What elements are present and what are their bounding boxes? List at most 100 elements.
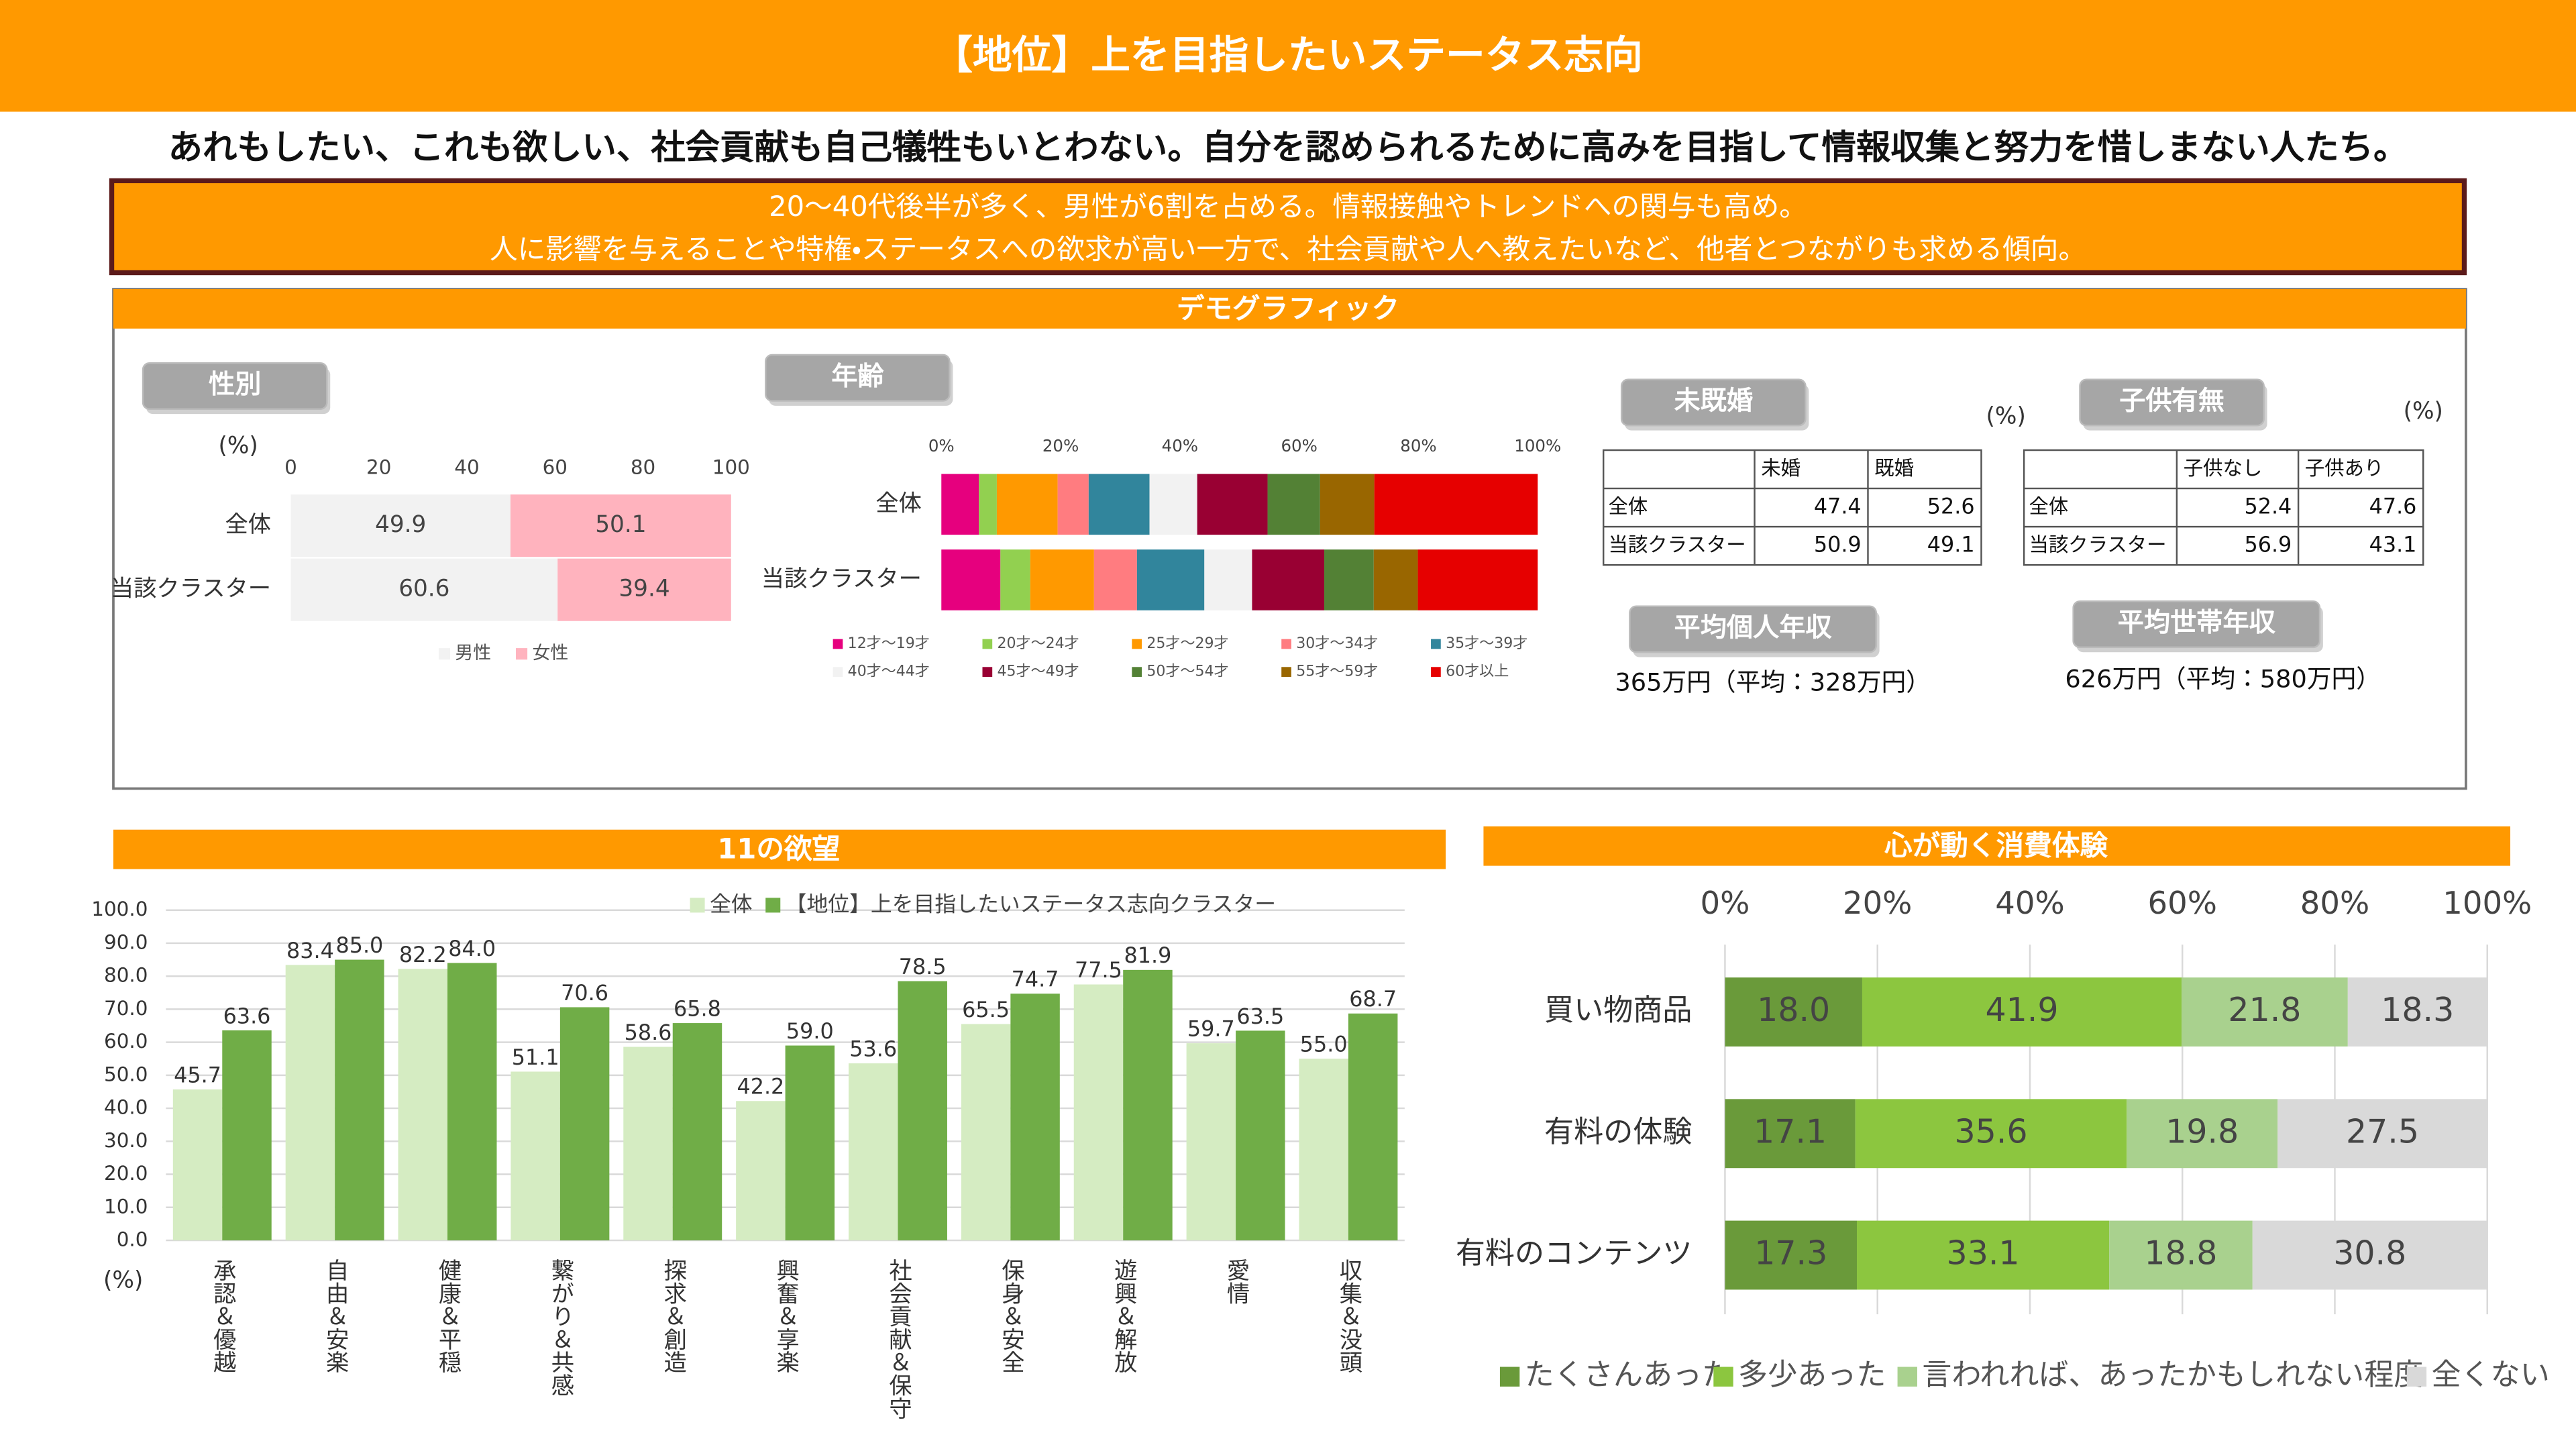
value-label: 21.8 — [2228, 991, 2301, 1029]
category-label: 有料のコンテンツ — [1456, 1236, 1693, 1271]
x-tick-label: 80 — [631, 455, 655, 478]
legend-swatch — [1132, 639, 1142, 649]
legend-label: 45才～49才 — [998, 663, 1079, 680]
bar — [511, 1071, 560, 1240]
tagline: あれもしたい、これも欲しい、社会貢献も自己犠牲もいとわない。自分を認められるため… — [168, 127, 2408, 168]
category-label: 健康＆平穏 — [434, 1258, 462, 1373]
bar-segment — [1862, 977, 2182, 1046]
bar-segment — [2182, 977, 2348, 1046]
bar — [1186, 1043, 1236, 1240]
category-label: 遊興＆解放 — [1110, 1258, 1137, 1373]
bar — [736, 1101, 786, 1240]
bar-segment — [1000, 549, 1030, 610]
label-pill — [2079, 378, 2265, 427]
value-label: 42.2 — [737, 1074, 784, 1099]
value-label: 63.5 — [1236, 1004, 1284, 1029]
table-cell: 43.1 — [2369, 532, 2417, 557]
bar-segment — [1324, 549, 1374, 610]
value-label: 39.4 — [619, 576, 669, 602]
y-tick-label: 10.0 — [104, 1195, 148, 1218]
x-tick-label: 20 — [366, 455, 391, 478]
table-cell: 52.4 — [2244, 494, 2292, 519]
legend-swatch — [1431, 667, 1441, 677]
value-label: 17.1 — [1754, 1112, 1827, 1150]
category-label: 社会貢献＆保守 — [884, 1258, 912, 1419]
x-tick-label: 40% — [1162, 436, 1198, 455]
y-tick-label: 90.0 — [104, 930, 148, 953]
value-label: 81.9 — [1124, 943, 1172, 968]
bar-segment — [510, 494, 731, 557]
value-label: 84.0 — [448, 936, 496, 961]
x-tick-label: 60 — [543, 455, 568, 478]
x-tick-label: 60% — [2148, 885, 2217, 921]
value-label: 85.0 — [335, 932, 383, 958]
bar-segment — [2109, 1220, 2253, 1290]
label-pill-text: 子供有無 — [2119, 386, 2224, 417]
legend-label: 全くない — [2431, 1358, 2549, 1392]
value-label: 17.3 — [1754, 1234, 1827, 1273]
label-pill — [142, 362, 328, 411]
income-text: 365万円（平均：328万円） — [1615, 667, 1931, 696]
bar-segment — [1204, 549, 1252, 610]
legend-swatch — [982, 639, 993, 649]
value-label: 77.5 — [1075, 957, 1122, 983]
legend-swatch — [833, 639, 843, 649]
bar-segment — [1725, 1099, 1856, 1169]
category-label: 愛情 — [1222, 1258, 1250, 1305]
legend-swatch — [1431, 639, 1441, 649]
bar — [898, 981, 947, 1240]
summary-line: 20～40代後半が多く、男性が6割を占める。情報接触やトレンドへの関与も高め。 — [769, 190, 1807, 223]
bar-segment — [941, 474, 979, 535]
label-pill — [765, 354, 951, 402]
bar — [335, 959, 384, 1240]
bar-segment — [1417, 549, 1538, 610]
legend-label: 全体 — [710, 891, 753, 916]
legend-label: 30才～34才 — [1296, 635, 1378, 652]
legend-swatch — [438, 648, 451, 660]
bar-segment — [941, 549, 1001, 610]
table-cell: 52.6 — [1927, 494, 1975, 519]
bar — [961, 1024, 1011, 1240]
table-frame — [2023, 449, 2424, 566]
bar-segment — [1855, 1099, 2127, 1169]
bar — [172, 1089, 223, 1240]
bar — [1236, 1030, 1285, 1240]
bar-segment — [2127, 1099, 2278, 1169]
value-label: 65.5 — [962, 997, 1010, 1022]
legend-swatch — [1281, 667, 1291, 677]
bar-segment — [1057, 474, 1089, 535]
value-label: 50.1 — [595, 511, 646, 538]
legend-label: 35才～39才 — [1446, 635, 1527, 652]
category-label: 探求＆創造 — [659, 1258, 687, 1373]
table-cell: 50.9 — [1814, 532, 1862, 557]
bar-segment — [979, 474, 997, 535]
bar-segment — [1267, 474, 1320, 535]
legend-swatch — [1897, 1366, 1917, 1387]
bar-segment — [290, 494, 511, 557]
value-label: 18.3 — [2381, 991, 2454, 1029]
bar-segment — [557, 558, 731, 621]
table-row-label: 当該クラスター — [1609, 533, 1746, 556]
bar — [1073, 984, 1124, 1240]
x-tick-label: 20% — [1843, 885, 1912, 921]
legend-label: たくさんあった — [1525, 1358, 1732, 1392]
x-tick-label: 100% — [2443, 885, 2532, 921]
bar — [1348, 1013, 1398, 1240]
bar-segment — [1725, 977, 1862, 1046]
value-label: 49.9 — [375, 511, 426, 538]
bar-segment — [2252, 1220, 2487, 1290]
x-tick-label: 0% — [928, 436, 955, 455]
legend-swatch — [515, 648, 528, 660]
value-label: 27.5 — [2346, 1112, 2419, 1150]
bar-segment — [2347, 977, 2487, 1046]
bar-segment — [1252, 549, 1324, 610]
category-label: 当該クラスター — [761, 566, 922, 592]
x-tick-label: 100 — [712, 455, 750, 478]
table-cell: 47.4 — [1814, 494, 1862, 519]
value-label: 59.0 — [786, 1018, 834, 1044]
category-label: 買い物商品 — [1544, 994, 1692, 1028]
value-label: 33.1 — [1947, 1234, 2020, 1273]
bar-segment — [1374, 474, 1538, 535]
legend-label: 40才～44才 — [848, 663, 930, 680]
